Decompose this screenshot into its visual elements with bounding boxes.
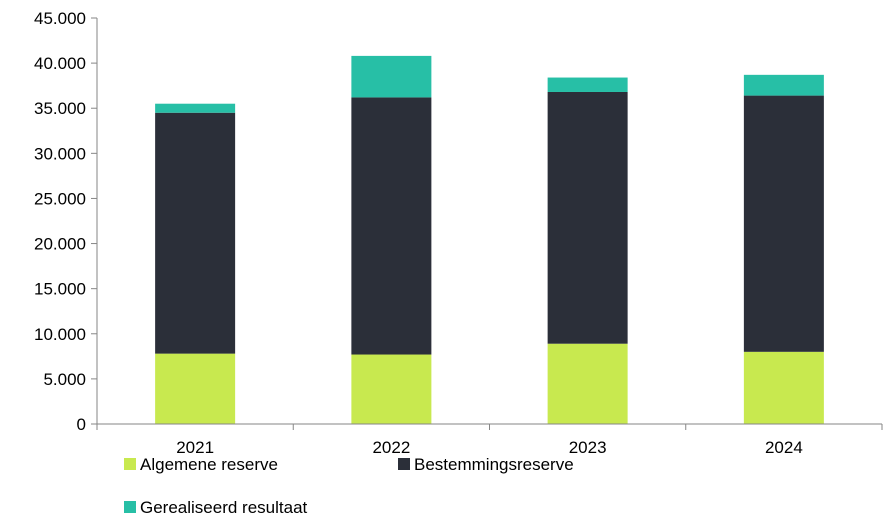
bar-2022-series-2 xyxy=(351,55,432,98)
bars xyxy=(155,55,824,424)
legend-item: Bestemmingsreserve xyxy=(398,455,574,474)
bar-2021-series-2 xyxy=(155,103,236,113)
bar-2023-series-2 xyxy=(547,77,628,92)
y-tick-label: 5.000 xyxy=(43,370,86,389)
y-tick-label: 40.000 xyxy=(34,54,86,73)
x-tick-label: 2023 xyxy=(569,438,607,457)
y-tick-label: 10.000 xyxy=(34,325,86,344)
y-tick-label: 25.000 xyxy=(34,189,86,208)
bar-2022-series-0 xyxy=(351,354,432,424)
bar-2023-series-1 xyxy=(547,91,628,344)
y-tick-label: 35.000 xyxy=(34,99,86,118)
legend-swatch xyxy=(398,458,410,470)
legend-label: Bestemmingsreserve xyxy=(414,455,574,474)
bar-2024-series-0 xyxy=(743,351,824,424)
legend-swatch xyxy=(124,501,136,513)
bar-2022-series-1 xyxy=(351,97,432,355)
x-tick-label: 2024 xyxy=(765,438,803,457)
legend-label: Gerealiseerd resultaat xyxy=(140,498,308,517)
y-tick-label: 0 xyxy=(77,415,86,434)
y-tick-label: 45.000 xyxy=(34,9,86,28)
bar-2023-series-0 xyxy=(547,343,628,424)
legend: Algemene reserve Bestemmingsreserve Gereal… xyxy=(124,455,574,517)
x-axis: 2021 2022 2023 2024 xyxy=(96,423,883,457)
legend-item: Gerealiseerd resultaat xyxy=(124,498,308,517)
bar-2024-series-1 xyxy=(743,95,824,352)
legend-item: Algemene reserve xyxy=(124,455,278,474)
y-tick-label: 15.000 xyxy=(34,280,86,299)
x-tick-label: 2022 xyxy=(372,438,410,457)
bar-2024-series-2 xyxy=(743,74,824,96)
y-axis: 0 5.000 10.000 15.000 20.000 25.000 30.000 35.0… xyxy=(34,9,98,434)
y-tick-label: 30.000 xyxy=(34,144,86,163)
legend-swatch xyxy=(124,458,136,470)
y-tick-label: 20.000 xyxy=(34,235,86,254)
bar-2021-series-0 xyxy=(155,353,236,424)
bar-2021-series-1 xyxy=(155,112,236,354)
legend-label: Algemene reserve xyxy=(140,455,278,474)
x-tick-label: 2021 xyxy=(176,438,214,457)
